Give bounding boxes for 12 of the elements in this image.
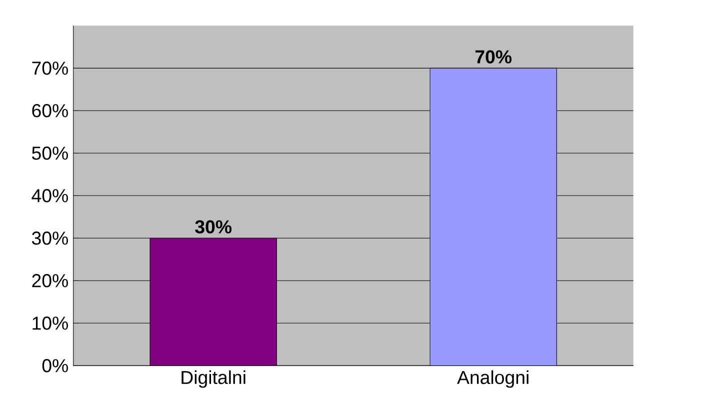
y-tick-label: 10%	[32, 316, 68, 330]
y-tick-label: 50%	[32, 146, 68, 160]
y-tick-label: 70%	[32, 62, 68, 75]
y-tick-label: 30%	[32, 232, 68, 245]
x-tick-label: Analogni	[457, 370, 528, 388]
y-tick-label: 60%	[32, 104, 68, 118]
x-tick-label: Digitalni	[182, 370, 246, 388]
data-label: 70%	[475, 50, 512, 64]
y-tick-label: 20%	[32, 274, 68, 288]
data-label: 30%	[195, 220, 232, 234]
y-tick-label: 0%	[42, 359, 68, 372]
y-tick-label: 40%	[32, 189, 68, 202]
